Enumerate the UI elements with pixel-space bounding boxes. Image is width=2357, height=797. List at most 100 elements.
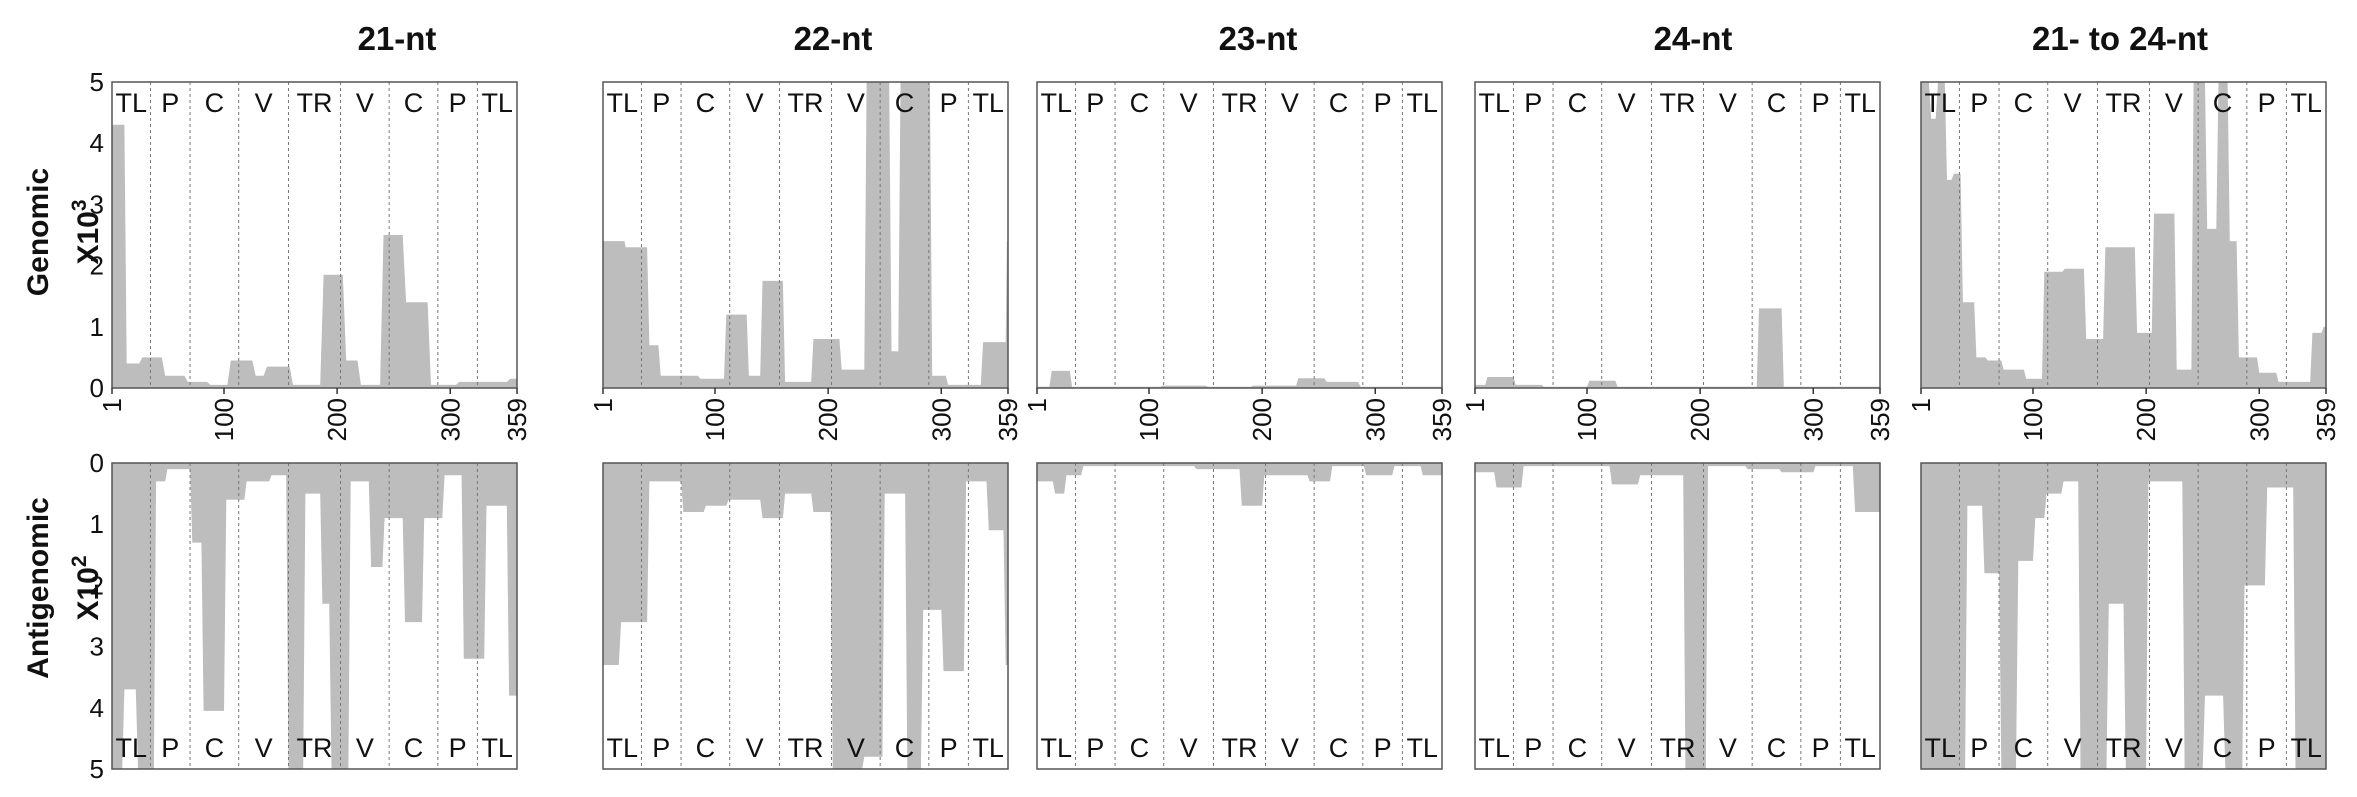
region-label: P: [652, 733, 670, 763]
y-tick-label: 0: [90, 448, 104, 478]
region-label: TL: [1478, 733, 1510, 763]
region-label: C: [1767, 733, 1787, 763]
region-label: C: [404, 733, 424, 763]
row-multiplier-antigenomic: X102: [68, 555, 105, 620]
region-label: V: [746, 88, 764, 118]
region-label: TR: [788, 733, 824, 763]
region-label: P: [2258, 88, 2276, 118]
region-label: TR: [1222, 88, 1258, 118]
region-label: C: [1329, 88, 1349, 118]
region-label: TR: [788, 88, 824, 118]
y-tick-label: 2: [90, 570, 104, 600]
region-label: V: [847, 88, 865, 118]
x-tick-label: 100: [209, 398, 239, 441]
region-label: TL: [1406, 733, 1438, 763]
region-label: TL: [1040, 733, 1072, 763]
row-label-genomic: Genomic: [22, 168, 55, 296]
region-label: V: [746, 733, 764, 763]
region-label: TL: [972, 733, 1004, 763]
region-label: TL: [481, 733, 513, 763]
coverage-area: [603, 463, 1008, 769]
region-label: TR: [2106, 733, 2142, 763]
panel-1-1: TL P C V TR V C P TL: [602, 462, 1009, 770]
region-label: C: [404, 88, 424, 118]
region-label: P: [1524, 88, 1542, 118]
panel-1-3: TL P C V TR V C P TL: [1474, 462, 1881, 770]
x-tick-label: 200: [2131, 398, 2161, 441]
x-tick-label: 200: [813, 398, 843, 441]
region-label: V: [255, 88, 273, 118]
region-label: TL: [972, 88, 1004, 118]
region-label: C: [205, 88, 225, 118]
x-tick-label: 359: [502, 398, 532, 441]
region-label: TL: [1406, 88, 1438, 118]
region-label: C: [895, 88, 915, 118]
y-axis-ticks: 0 1 2 3 4 5 0 1 2 3 4 5: [90, 67, 104, 784]
coverage-area: [1037, 463, 1442, 506]
region-label: P: [1086, 733, 1104, 763]
region-label: P: [1812, 88, 1830, 118]
x-tick-label: 100: [2018, 398, 2048, 441]
region-label: C: [696, 88, 716, 118]
region-label: TL: [115, 733, 147, 763]
y-tick-label: 1: [90, 509, 104, 539]
region-label: C: [1568, 88, 1588, 118]
x-tick-label: 300: [1360, 398, 1390, 441]
multiplier-base: X10: [72, 567, 105, 620]
region-label: TL: [1844, 88, 1876, 118]
panel-frame: [1920, 462, 2327, 770]
x-tick-label: 100: [1572, 398, 1602, 441]
region-label: P: [1970, 88, 1988, 118]
coverage-area: [1921, 463, 2326, 769]
x-tick-label: 1: [97, 398, 127, 412]
region-label: C: [2014, 88, 2034, 118]
region-label: TL: [1478, 88, 1510, 118]
region-label: C: [1130, 88, 1150, 118]
region-label: C: [205, 733, 225, 763]
panel-frame: [1474, 81, 1881, 389]
region-label: C: [2213, 88, 2233, 118]
coverage-area: [603, 82, 1008, 388]
panel-1-2: TL P C V TR V C P TL: [1036, 462, 1443, 770]
panel-frame: [602, 462, 1009, 770]
multiplier-exponent: 3: [68, 199, 91, 211]
region-label: TR: [297, 88, 333, 118]
row-multiplier-genomic: X103: [68, 199, 105, 264]
x-tick-label: 300: [435, 398, 465, 441]
region-label: C: [895, 733, 915, 763]
region-label: P: [1374, 733, 1392, 763]
y-tick-label: 0: [90, 373, 104, 403]
x-tick-label: 200: [1247, 398, 1277, 441]
region-label: TL: [115, 88, 147, 118]
region-label: C: [2213, 733, 2233, 763]
column-title: 22-nt: [794, 20, 873, 57]
region-label: P: [161, 733, 179, 763]
region-label: V: [356, 733, 374, 763]
region-label: V: [2064, 88, 2082, 118]
x-tick-label: 200: [1685, 398, 1715, 441]
y-tick-label: 4: [90, 128, 104, 158]
multiplier-exponent: 2: [68, 555, 91, 567]
region-label: V: [255, 733, 273, 763]
panel-frame: [1036, 462, 1443, 770]
panel-frame: [1474, 462, 1881, 770]
coverage-area: [112, 463, 517, 769]
coverage-area: [1475, 308, 1880, 388]
column-title: 21- to 24-nt: [2032, 20, 2208, 57]
region-label: C: [1568, 733, 1588, 763]
region-label: C: [1767, 88, 1787, 118]
region-label: P: [2258, 733, 2276, 763]
x-tick-label: 359: [1865, 398, 1895, 441]
panel-frame: [111, 462, 518, 770]
region-label: V: [1719, 733, 1737, 763]
panel-1-4: TL P C V TR V C P TL: [1920, 462, 2327, 770]
region-label: V: [356, 88, 374, 118]
y-tick-label: 5: [90, 67, 104, 97]
y-tick-label: 5: [90, 754, 104, 784]
region-label: V: [1180, 733, 1198, 763]
x-tick-label: 300: [2244, 398, 2274, 441]
panel-0-1: TL P C V TR V C P TL1 100 200 300 359: [588, 81, 1023, 441]
region-label: V: [2165, 88, 2183, 118]
x-tick-label: 1: [1022, 398, 1052, 412]
